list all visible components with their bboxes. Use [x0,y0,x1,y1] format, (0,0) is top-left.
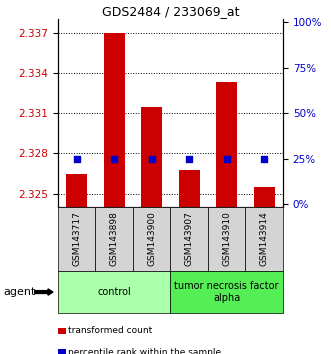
Text: agent: agent [3,287,36,297]
Bar [246,207,283,271]
Text: GSM143898: GSM143898 [110,211,119,267]
Text: GSM143900: GSM143900 [147,211,156,267]
Text: GSM143717: GSM143717 [72,211,81,267]
Bar [216,82,237,207]
Point [261,156,267,162]
Text: control: control [97,287,131,297]
Bar [141,107,162,207]
Bar [95,207,133,271]
Bar [170,207,208,271]
Point [74,156,79,162]
Text: GSM143907: GSM143907 [185,211,194,267]
Text: GSM143914: GSM143914 [260,212,269,266]
Text: percentile rank within the sample: percentile rank within the sample [68,348,221,354]
Point [149,156,154,162]
Text: transformed count: transformed count [68,326,152,336]
Text: GSM143910: GSM143910 [222,211,231,267]
Point [112,156,117,162]
Text: tumor necrosis factor
alpha: tumor necrosis factor alpha [174,281,279,303]
Bar [104,33,124,207]
Bar [133,207,170,271]
Bar [254,187,274,207]
Bar [66,173,87,207]
Title: GDS2484 / 233069_at: GDS2484 / 233069_at [102,5,239,18]
Bar [58,271,170,313]
Bar [208,207,246,271]
Bar [58,207,95,271]
Bar [179,170,200,207]
Point [224,156,229,162]
Point [187,156,192,162]
Bar [170,271,283,313]
